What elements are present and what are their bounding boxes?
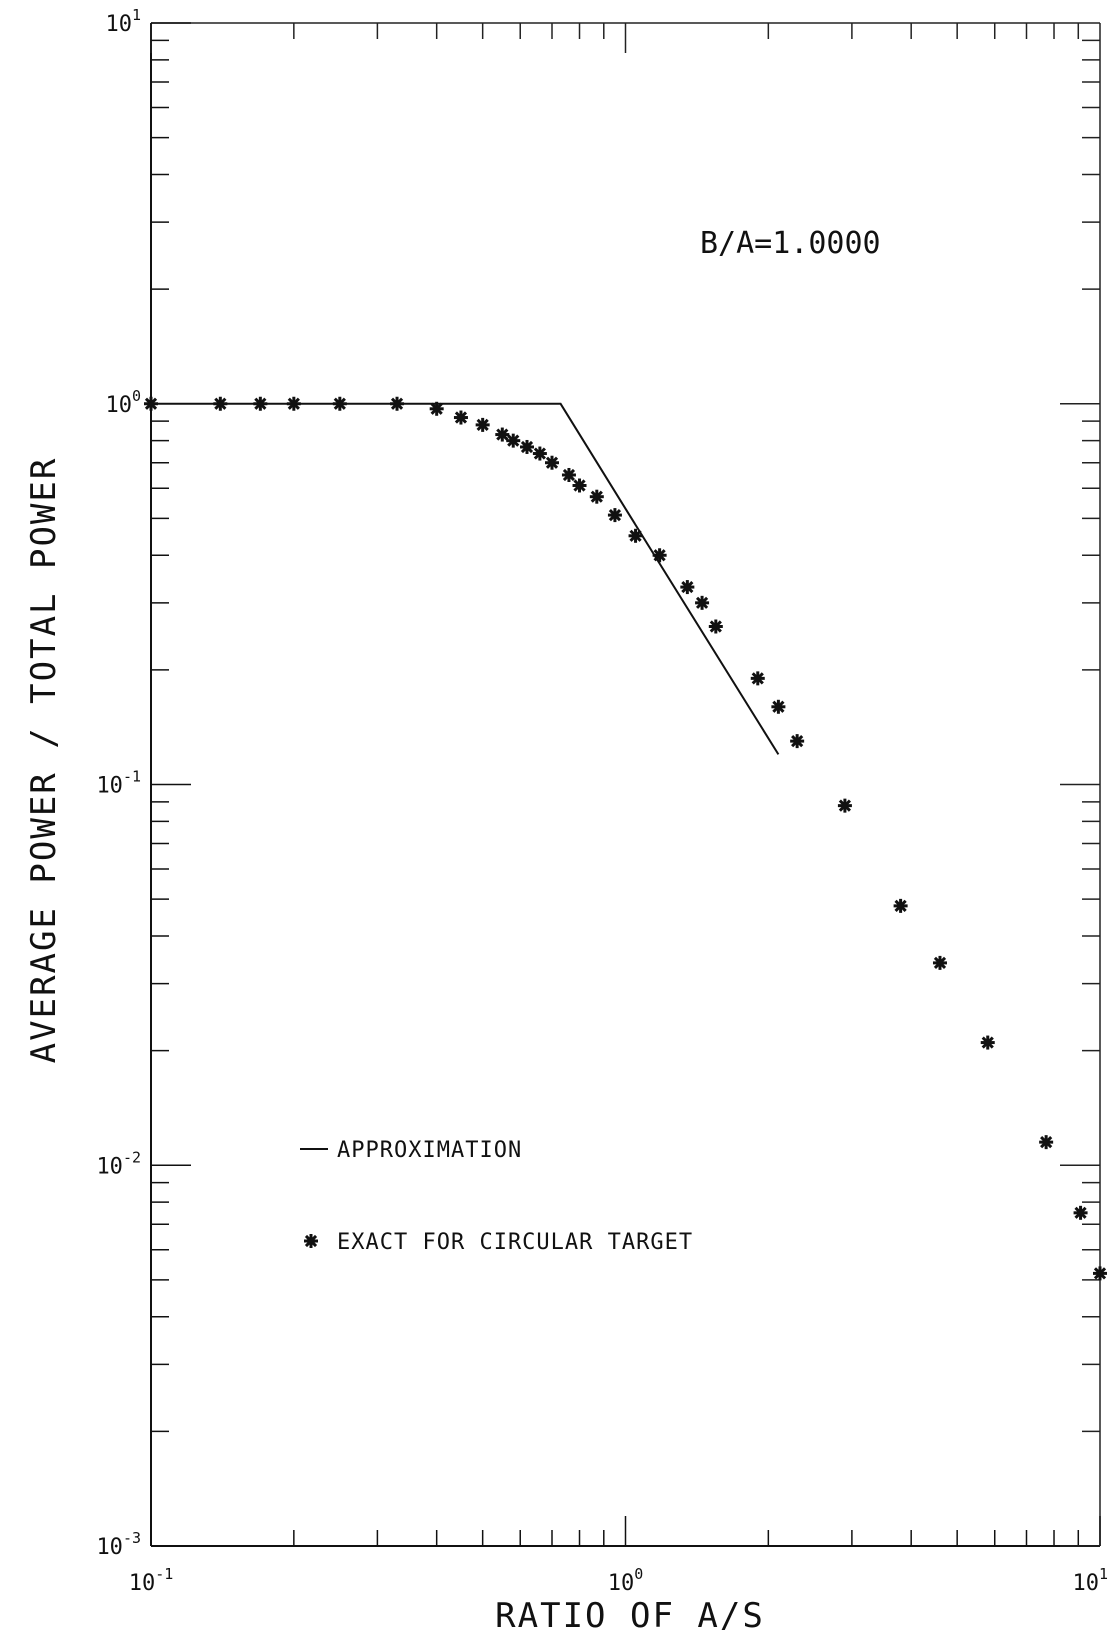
data-point [695,595,710,610]
plot-frame [150,22,1101,1547]
legend-approximation-label: APPROXIMATION [337,1138,522,1163]
approximation-series [151,402,780,755]
data-point [475,417,490,432]
chart-annotation: B/A=1.0000 [700,226,881,261]
data-point [589,489,604,504]
data-point [1039,1135,1054,1150]
exact-series [144,396,1107,1281]
x-axis-title: RATIO OF A/S [495,1596,765,1636]
data-point [390,396,405,411]
data-point [495,427,510,442]
data-point [893,898,908,913]
data-point [708,619,723,634]
y-tick-label: 10-1 [96,768,141,799]
data-point [532,446,547,461]
data-point [750,671,765,686]
legend: APPROXIMATION EXACT FOR CIRCULAR TARGET [300,1138,693,1255]
legend-exact-label: EXACT FOR CIRCULAR TARGET [337,1230,693,1255]
approximation-line [151,402,780,755]
y-tick-label: 10-3 [96,1529,141,1560]
data-point [304,1234,318,1248]
y-tick-label: 10-2 [96,1148,141,1179]
data-point [572,478,587,493]
data-point [561,467,576,482]
data-point [519,439,534,454]
data-point [453,410,468,425]
y-tick-label: 100 [105,387,141,418]
y-tick-label: 101 [105,6,141,37]
data-point [332,396,347,411]
x-tick-label: 101 [1072,1565,1108,1596]
data-point [1093,1266,1107,1281]
axis-labels: 101 100 10-1 10-2 10-3 10-1 100 101 [96,6,1108,1596]
data-point [1073,1205,1088,1220]
data-point [680,580,695,595]
data-point [771,699,786,714]
data-point [790,734,805,749]
data-point [980,1035,995,1050]
data-point [652,548,667,563]
data-point [607,508,622,523]
data-point [506,433,521,448]
data-point [213,396,228,411]
data-point [932,955,947,970]
y-axis-title: AVERAGE POWER / TOTAL POWER [24,457,64,1064]
data-point [253,396,268,411]
data-point [544,455,559,470]
data-point [628,528,643,543]
data-point [286,396,301,411]
x-tick-label: 100 [608,1565,644,1596]
data-point [837,798,852,813]
data-point [429,401,444,416]
data-point [144,396,158,411]
legend-asterisk-swatch [304,1234,318,1248]
x-tick-label: 10-1 [129,1565,174,1596]
